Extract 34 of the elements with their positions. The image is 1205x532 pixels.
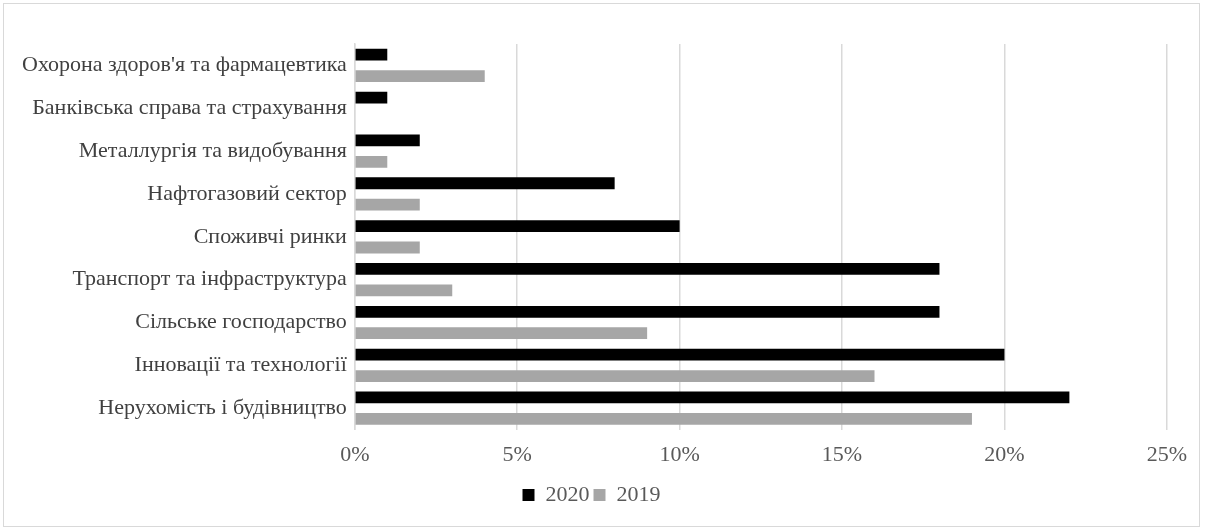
bar	[355, 220, 680, 232]
bar	[355, 177, 615, 190]
x-tick-label: 15%	[821, 440, 863, 466]
y-tick-label: Нерухомість і будівництво	[98, 393, 347, 419]
x-tick-label: 25%	[1146, 440, 1187, 466]
bar	[355, 305, 940, 318]
bar	[355, 413, 972, 425]
y-tick-label: Транспорт та інфраструктура	[72, 265, 348, 291]
bar	[355, 284, 453, 297]
y-tick-label: Нафтогазовий сектор	[147, 179, 347, 205]
bar	[355, 134, 420, 147]
bar	[355, 327, 648, 340]
y-tick-label: Банківська справа та страхування	[32, 94, 347, 120]
x-tick-label: 10%	[659, 440, 700, 466]
legend-label: 2020	[545, 480, 590, 506]
y-tick-label: Споживчі ринки	[193, 222, 348, 248]
bar	[355, 91, 388, 104]
y-tick-label: Сільське господарство	[135, 308, 347, 334]
x-tick-label: 20%	[984, 440, 1025, 466]
bar	[355, 348, 1005, 361]
bar	[355, 241, 420, 254]
bar	[355, 155, 388, 168]
bar	[355, 263, 940, 275]
y-tick-label: Інновації та технології	[134, 351, 348, 377]
bar	[355, 198, 420, 211]
bar	[355, 70, 485, 83]
bar	[355, 48, 388, 61]
y-tick-label: Металлургія та видобування	[78, 136, 347, 162]
legend-label: 2019	[616, 480, 661, 506]
y-tick-label: Охорона здоров'я та фармацевтика	[21, 51, 348, 77]
x-tick-label: 0%	[340, 440, 370, 466]
bar	[355, 391, 1070, 404]
bar	[355, 370, 875, 382]
x-tick-label: 5%	[502, 440, 532, 466]
